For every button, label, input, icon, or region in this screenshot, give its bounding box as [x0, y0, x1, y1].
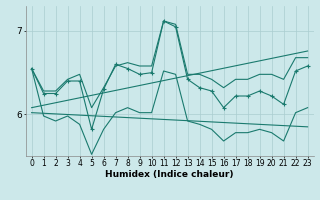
X-axis label: Humidex (Indice chaleur): Humidex (Indice chaleur)	[105, 170, 234, 179]
